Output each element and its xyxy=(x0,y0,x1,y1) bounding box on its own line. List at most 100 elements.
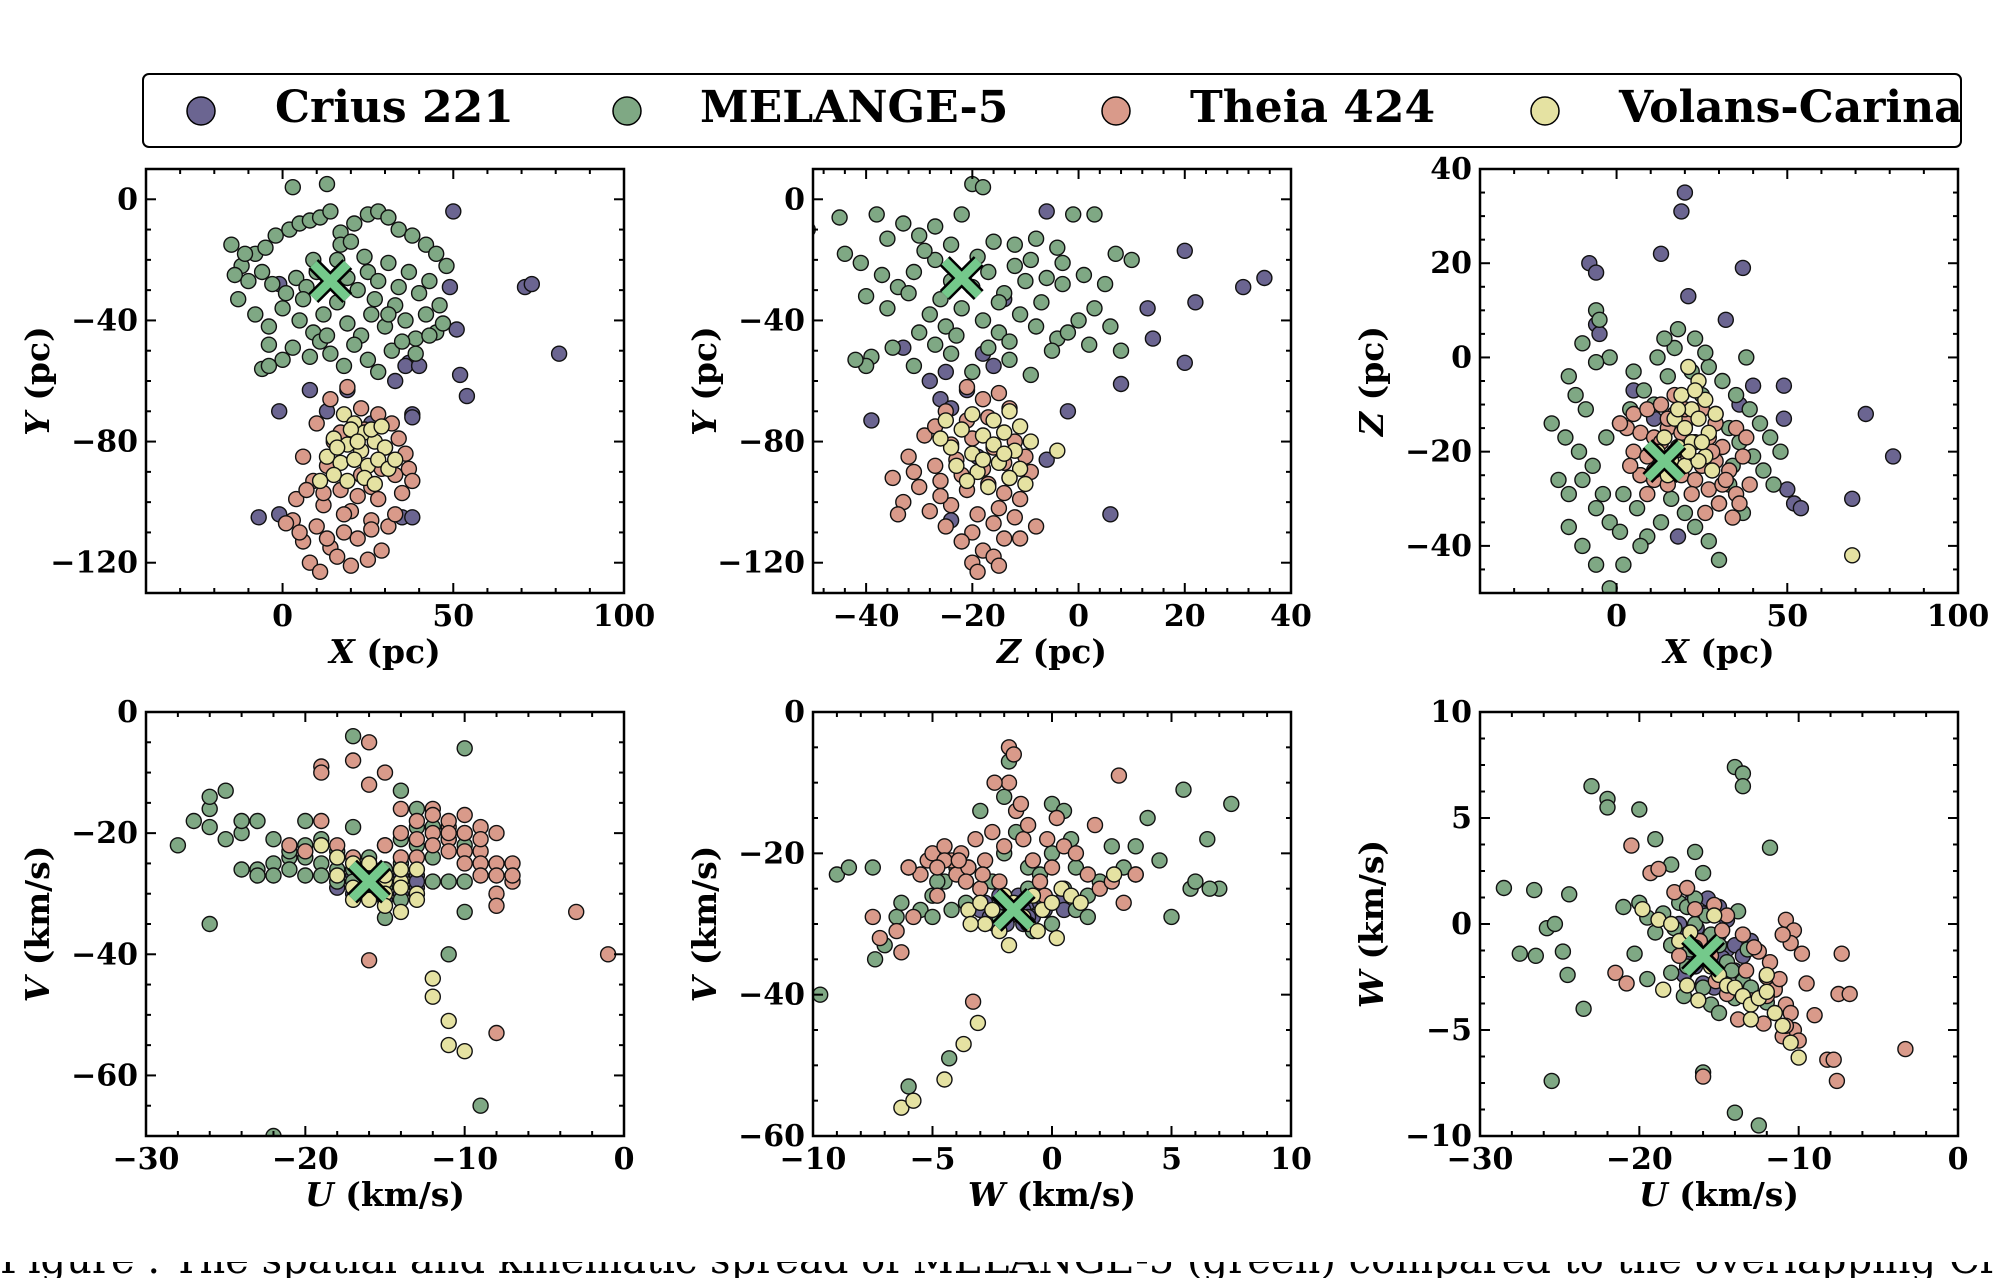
y-axis-label: W (km/s) xyxy=(1352,840,1391,1008)
point-melange-5 xyxy=(1495,879,1513,897)
point-theia-424 xyxy=(1727,419,1745,437)
point-melange-5 xyxy=(1559,966,1576,984)
point-volans-carina xyxy=(456,1042,473,1060)
point-volans-carina xyxy=(1029,922,1046,940)
point-melange-5 xyxy=(1546,915,1564,933)
point-melange-5 xyxy=(346,215,363,232)
point-crius-221 xyxy=(1187,294,1204,311)
point-crius-221 xyxy=(863,412,880,429)
point-melange-5 xyxy=(996,788,1013,805)
point-theia-424 xyxy=(990,557,1008,574)
point-melange-5 xyxy=(1054,275,1071,293)
legend-marker-crius-221 xyxy=(186,96,216,126)
point-theia-424 xyxy=(301,554,319,571)
point-melange-5 xyxy=(1750,1117,1768,1134)
points-zy xyxy=(813,175,1273,580)
point-melange-5 xyxy=(1577,401,1595,418)
point-volans-carina xyxy=(953,421,970,438)
legend-box xyxy=(142,73,1962,148)
points-uv xyxy=(169,728,617,1136)
point-volans-carina xyxy=(1105,866,1123,883)
point-melange-5 xyxy=(840,859,858,876)
y-tick-label: −10 xyxy=(1405,1119,1472,1154)
point-melange-5 xyxy=(440,946,457,963)
point-melange-5 xyxy=(932,291,949,308)
point-melange-5 xyxy=(916,242,933,260)
point-theia-424 xyxy=(408,831,426,848)
point-theia-424 xyxy=(1031,873,1049,890)
point-melange-5 xyxy=(1755,462,1772,479)
point-theia-424 xyxy=(916,427,933,444)
point-melange-5 xyxy=(1686,843,1704,861)
point-melange-5 xyxy=(1027,230,1045,247)
point-crius-221 xyxy=(1792,500,1810,517)
point-melange-5 xyxy=(879,230,896,247)
point-theia-424 xyxy=(958,378,976,396)
legend-label-volans-carina: Volans-Carina xyxy=(1618,82,1963,133)
y-tick-label: −20 xyxy=(738,836,805,871)
ticks-xy xyxy=(145,168,625,594)
point-melange-5 xyxy=(1615,556,1632,573)
point-melange-5 xyxy=(1772,443,1789,460)
point-theia-424 xyxy=(1091,880,1109,897)
point-melange-5 xyxy=(247,306,264,323)
point-theia-424 xyxy=(1625,443,1642,460)
point-melange-5 xyxy=(1557,429,1574,446)
point-theia-424 xyxy=(1774,926,1791,943)
point-volans-carina xyxy=(1017,475,1034,493)
point-theia-424 xyxy=(424,837,441,854)
point-melange-5 xyxy=(1086,206,1103,223)
point-theia-424 xyxy=(929,859,946,876)
point-melange-5 xyxy=(937,318,954,335)
point-theia-424 xyxy=(884,469,901,487)
point-theia-424 xyxy=(1015,831,1032,848)
point-theia-424 xyxy=(322,391,339,408)
point-theia-424 xyxy=(313,764,330,781)
point-melange-5 xyxy=(1070,312,1087,329)
point-volans-carina xyxy=(1000,937,1018,954)
point-melange-5 xyxy=(421,327,438,344)
point-theia-424 xyxy=(313,812,330,830)
point-melange-5 xyxy=(974,312,992,329)
point-theia-424 xyxy=(349,487,366,505)
point-melange-5 xyxy=(281,861,298,878)
point-theia-424 xyxy=(376,837,394,854)
point-melange-5 xyxy=(1574,471,1591,489)
point-volans-carina xyxy=(955,1035,972,1053)
point-melange-5 xyxy=(1598,429,1615,446)
point-theia-424 xyxy=(1734,926,1752,943)
point-melange-5 xyxy=(1001,333,1018,350)
point-theia-424 xyxy=(308,518,325,535)
point-melange-5 xyxy=(1626,945,1643,962)
point-melange-5 xyxy=(424,873,441,890)
point-volans-carina xyxy=(964,406,981,423)
point-melange-5 xyxy=(1543,415,1560,432)
point-melange-5 xyxy=(1615,898,1632,916)
point-volans-carina xyxy=(311,472,329,490)
point-volans-carina xyxy=(1680,358,1697,376)
center-marker xyxy=(347,859,392,904)
point-melange-5 xyxy=(1123,251,1140,269)
point-melange-5 xyxy=(1027,318,1045,335)
point-theia-424 xyxy=(1713,922,1731,939)
point-theia-424 xyxy=(359,551,377,568)
point-volans-carina xyxy=(392,903,410,921)
point-melange-5 xyxy=(236,245,254,263)
point-volans-carina xyxy=(962,915,979,933)
point-volans-carina xyxy=(905,1092,922,1109)
point-melange-5 xyxy=(852,254,869,272)
panel-xz: 0 50 100 40 20 0 −20 −40 X (pc) Z (pc) xyxy=(1352,152,1989,671)
point-volans-carina xyxy=(440,1012,457,1030)
point-theia-424 xyxy=(1086,816,1104,834)
point-melange-5 xyxy=(434,315,452,332)
point-melange-5 xyxy=(431,297,448,314)
point-theia-424 xyxy=(342,557,360,574)
point-theia-424 xyxy=(294,448,312,465)
y-tick-label: −80 xyxy=(71,425,138,460)
ticks-uw xyxy=(1479,711,1959,1137)
point-theia-424 xyxy=(1686,901,1704,918)
point-melange-5 xyxy=(831,209,848,226)
point-melange-5 xyxy=(1139,809,1156,827)
caption-text: Figure . The spatial and kinematic sprea… xyxy=(0,1262,1994,1278)
